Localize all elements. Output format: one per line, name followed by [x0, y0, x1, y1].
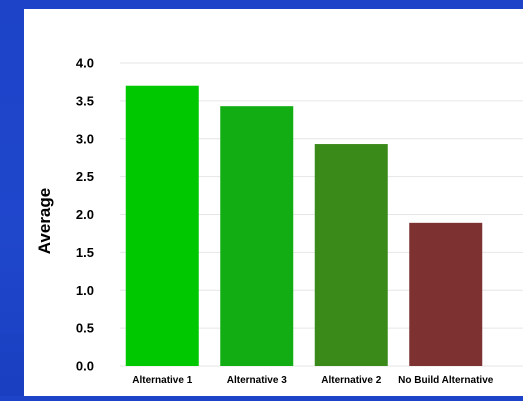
y-tick-label: 2.5	[76, 169, 94, 184]
y-tick-label: 0.5	[76, 321, 94, 336]
y-tick-label: 3.0	[76, 131, 94, 146]
y-tick-label: 4.0	[76, 56, 94, 71]
y-tick-labels: 0.0 0.5 1.0 1.5 2.0 2.5 3.0 3.5 4.0	[76, 56, 94, 374]
bars	[125, 85, 483, 367]
bar	[409, 222, 483, 366]
y-tick-label: 1.0	[76, 283, 94, 298]
bar	[220, 106, 294, 367]
y-tick-label: 1.5	[76, 245, 94, 260]
x-tick-label: Alternative 3	[227, 375, 287, 386]
x-tick-label: No Build Alternative	[398, 375, 494, 386]
y-axis-label: Average	[35, 188, 54, 254]
y-tick-label: 0.0	[76, 359, 94, 374]
y-tick-label: 3.5	[76, 93, 94, 108]
y-tick-label: 2.0	[76, 207, 94, 222]
bar-chart: 0.0 0.5 1.0 1.5 2.0 2.5 3.0 3.5 4.0 Alternative …	[35, 56, 523, 386]
x-tick-labels: Alternative 1 Alternative 3 Alternative 2 N…	[132, 375, 494, 386]
chart-panel: 0.0 0.5 1.0 1.5 2.0 2.5 3.0 3.5 4.0 Alternative …	[24, 9, 523, 396]
bar	[125, 85, 199, 366]
x-tick-label: Alternative 2	[321, 375, 381, 386]
x-tick-label: Alternative 1	[132, 375, 192, 386]
bar	[314, 144, 388, 366]
